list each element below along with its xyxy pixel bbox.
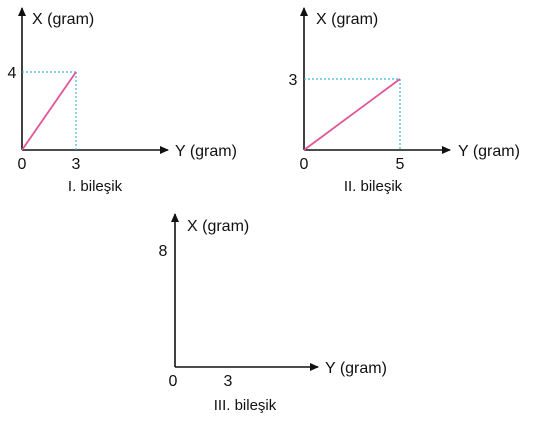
y-axis-title: X (gram) bbox=[187, 218, 249, 235]
chart-caption: III. bileşik bbox=[214, 397, 277, 414]
origin-label: 0 bbox=[300, 156, 309, 173]
series-line bbox=[303, 78, 401, 151]
chart-2: X (gram) Y (gram) 0 5 3 II. bileşik bbox=[289, 7, 520, 195]
y-tick-label: 3 bbox=[289, 72, 298, 89]
x-tick-label: 3 bbox=[72, 156, 81, 173]
y-tick-label: 8 bbox=[159, 243, 168, 260]
series-line bbox=[21, 71, 77, 151]
origin-label: 0 bbox=[18, 156, 27, 173]
chart-3: X (gram) Y (gram) 0 3 8 III. bileşik bbox=[159, 213, 387, 414]
y-axis-title: X (gram) bbox=[316, 11, 378, 28]
y-tick-label: 4 bbox=[8, 65, 17, 82]
chart-1: X (gram) Y (gram) 0 3 4 I. bileşik bbox=[8, 7, 237, 195]
y-axis-title: X (gram) bbox=[32, 11, 94, 28]
chart-caption: I. bileşik bbox=[68, 178, 123, 195]
x-axis-title: Y (gram) bbox=[458, 143, 520, 160]
chart-caption: II. bileşik bbox=[344, 178, 403, 195]
origin-label: 0 bbox=[169, 373, 178, 390]
x-axis-title: Y (gram) bbox=[175, 143, 237, 160]
x-tick-label: 5 bbox=[396, 156, 405, 173]
series-line bbox=[175, 250, 228, 367]
x-tick-label: 3 bbox=[224, 373, 233, 390]
x-axis-title: Y (gram) bbox=[325, 360, 387, 377]
